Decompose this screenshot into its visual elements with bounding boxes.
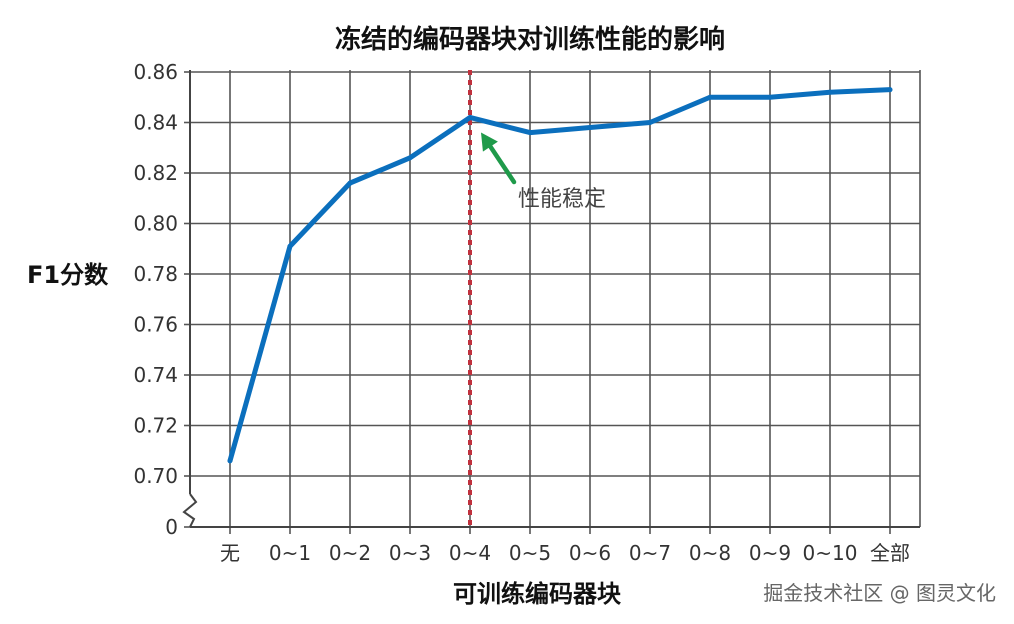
watermark: 掘金技术社区 @ 图灵文化 xyxy=(763,581,996,605)
annotation-label: 性能稳定 xyxy=(518,187,606,212)
data-point xyxy=(587,125,593,130)
x-tick-label: 0~8 xyxy=(689,541,731,565)
data-point xyxy=(227,458,233,464)
x-tick-label: 0~3 xyxy=(389,541,431,565)
series-line xyxy=(227,87,893,464)
data-point xyxy=(527,130,533,136)
y-tick-label: 0.74 xyxy=(133,363,178,387)
data-point xyxy=(287,243,293,249)
annotation-layer: 性能稳定 xyxy=(481,132,606,212)
x-tick-label: 全部 xyxy=(870,541,910,565)
x-tick-label: 0~10 xyxy=(803,541,858,565)
x-tick-label: 0~7 xyxy=(629,541,671,565)
x-tick-label: 0~9 xyxy=(749,541,791,565)
y-tick-label: 0.76 xyxy=(133,313,178,337)
chart-title: 冻结的编码器块对训练性能的影响 xyxy=(335,24,725,55)
x-tick-label: 0~1 xyxy=(269,541,311,565)
y-tick-label: 0.70 xyxy=(133,464,178,488)
x-axis-title: 可训练编码器块 xyxy=(453,580,621,608)
y-tick-label: 0 xyxy=(165,515,178,539)
annotation-arrow-head xyxy=(481,132,498,152)
data-point xyxy=(827,89,833,95)
axes xyxy=(182,70,920,534)
y-tick-label: 0.72 xyxy=(133,414,178,438)
x-tick-label: 0~4 xyxy=(449,541,491,565)
y-tick-label: 0.84 xyxy=(133,111,178,135)
y-axis-title: F1分数 xyxy=(27,261,109,289)
x-tick-label: 0~6 xyxy=(569,541,611,565)
data-point xyxy=(707,94,713,100)
tick-labels: 0 0.70 0.72 0.74 0.76 0.78 0.80 0.82 0.84 0.86 无 0~… xyxy=(133,60,910,565)
x-tick-label: 0~2 xyxy=(329,541,371,565)
data-point xyxy=(767,94,773,100)
y-tick-label: 0.82 xyxy=(133,161,178,185)
y-tick-label: 0.78 xyxy=(133,262,178,286)
annotation-arrow-shaft xyxy=(488,144,517,185)
data-point xyxy=(407,155,413,161)
y-tick-label: 0.86 xyxy=(133,60,178,84)
series-layer xyxy=(227,87,893,464)
x-tick-label: 0~5 xyxy=(509,541,551,565)
x-tick-label: 无 xyxy=(220,541,240,565)
grid xyxy=(190,70,921,527)
data-point xyxy=(347,180,353,186)
y-axis-break xyxy=(182,493,198,528)
y-tick-label: 0.80 xyxy=(133,212,178,236)
data-point xyxy=(647,120,653,125)
data-point xyxy=(467,115,473,120)
data-point xyxy=(887,87,893,93)
